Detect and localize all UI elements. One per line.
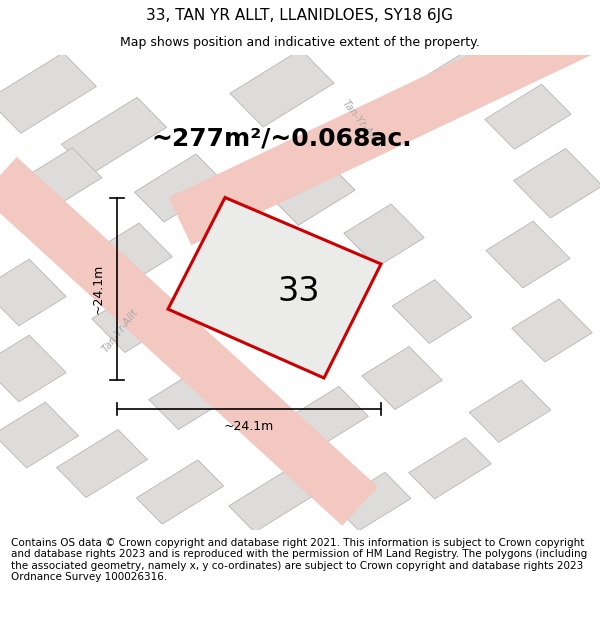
Polygon shape: [269, 160, 355, 225]
Polygon shape: [0, 259, 66, 326]
Text: ~277m²/~0.068ac.: ~277m²/~0.068ac.: [152, 126, 412, 150]
Polygon shape: [168, 198, 381, 378]
Polygon shape: [333, 472, 411, 531]
Polygon shape: [514, 149, 600, 218]
Polygon shape: [134, 154, 226, 222]
Text: ~24.1m: ~24.1m: [91, 264, 104, 314]
Polygon shape: [362, 346, 442, 409]
Polygon shape: [0, 335, 66, 402]
Polygon shape: [486, 221, 570, 288]
Polygon shape: [485, 84, 571, 149]
Polygon shape: [392, 279, 472, 343]
Polygon shape: [229, 471, 311, 532]
Polygon shape: [136, 460, 224, 524]
Polygon shape: [0, 402, 79, 468]
Text: ~24.1m: ~24.1m: [224, 421, 274, 433]
Polygon shape: [56, 429, 148, 498]
Text: Tan-Yr-Allt: Tan-Yr-Allt: [100, 307, 140, 354]
Polygon shape: [403, 52, 497, 124]
Text: Contains OS data © Crown copyright and database right 2021. This information is : Contains OS data © Crown copyright and d…: [11, 538, 587, 582]
Polygon shape: [6, 148, 102, 219]
Polygon shape: [344, 204, 424, 267]
Polygon shape: [92, 289, 172, 352]
Polygon shape: [230, 49, 334, 127]
Polygon shape: [292, 386, 368, 446]
Text: 33: 33: [277, 276, 320, 308]
Polygon shape: [92, 223, 172, 286]
Polygon shape: [0, 52, 97, 133]
Text: Map shows position and indicative extent of the property.: Map shows position and indicative extent…: [120, 36, 480, 49]
Polygon shape: [409, 438, 491, 499]
Polygon shape: [149, 364, 235, 429]
Polygon shape: [512, 299, 592, 362]
Text: Tan-Yr-Allt: Tan-Yr-Allt: [340, 98, 380, 145]
Polygon shape: [61, 98, 167, 174]
Polygon shape: [469, 380, 551, 442]
Text: 33, TAN YR ALLT, LLANIDLOES, SY18 6JG: 33, TAN YR ALLT, LLANIDLOES, SY18 6JG: [146, 8, 454, 23]
